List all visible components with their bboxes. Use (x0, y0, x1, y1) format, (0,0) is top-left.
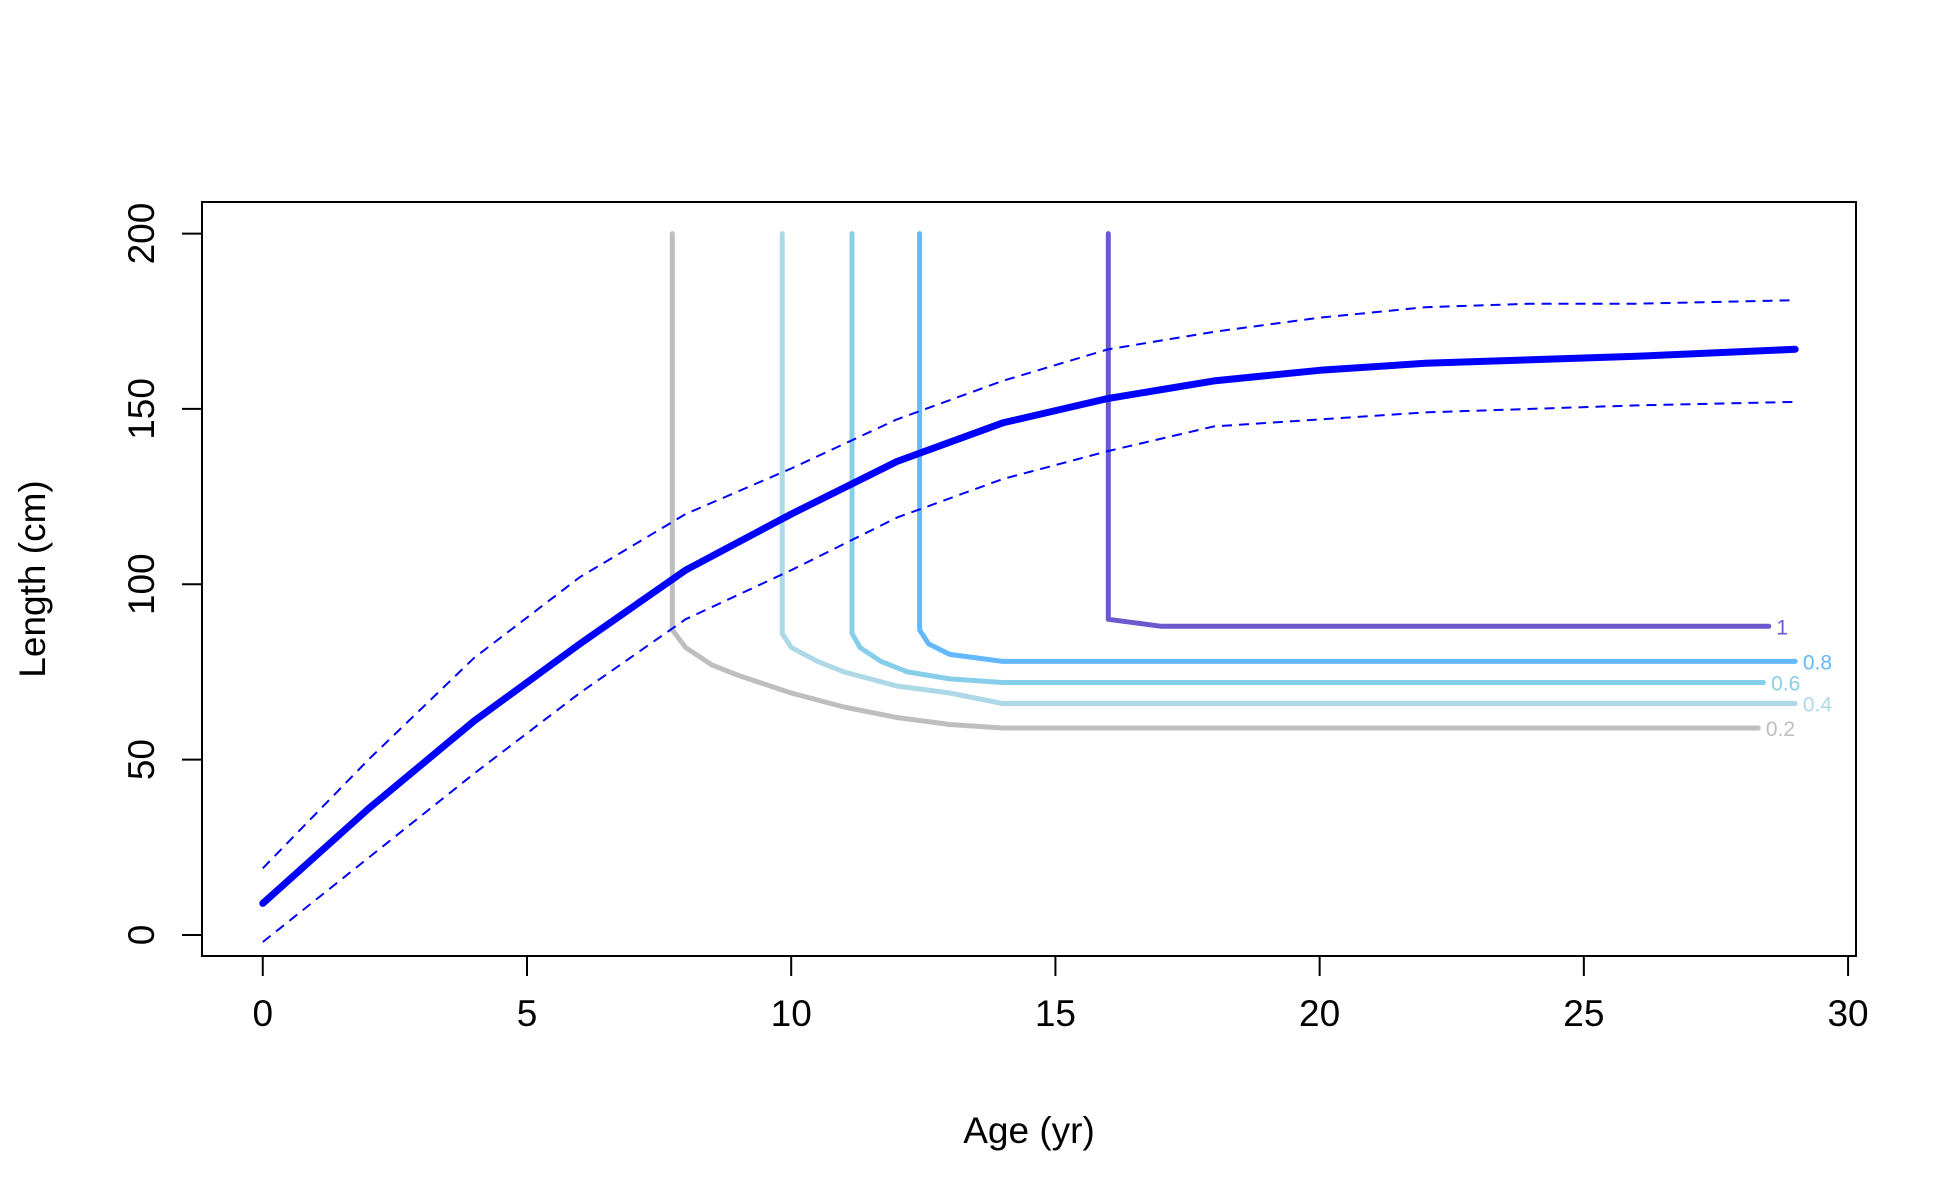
x-tick-label: 15 (1035, 993, 1076, 1034)
x-tick-label: 25 (1563, 993, 1604, 1034)
y-tick-label: 100 (121, 553, 162, 615)
contour-label: 1 (1776, 616, 1788, 639)
upper-bound-line (262, 299, 1796, 869)
contour-line (669, 231, 1761, 731)
y-axis: 0 50 100 150 200 (121, 203, 203, 946)
x-tick-label: 20 (1299, 993, 1340, 1034)
contour-line (849, 231, 1766, 685)
contour-line (917, 231, 1798, 664)
y-tick-label: 150 (121, 378, 162, 440)
x-axis-title: Age (yr) (963, 1110, 1095, 1151)
y-tick-label: 0 (121, 925, 162, 946)
lower-bound-line (262, 400, 1796, 943)
y-tick-label: 50 (121, 739, 162, 780)
plot-frame (201, 201, 1857, 957)
x-tick-label: 30 (1827, 993, 1868, 1034)
contour-label: 0.4 (1803, 693, 1833, 716)
contour-line (779, 231, 1798, 706)
contour-label: 0.8 (1803, 651, 1832, 674)
x-tick-label: 5 (517, 993, 538, 1034)
contour-label: 0.2 (1766, 718, 1795, 741)
plot-series: 0.2 0.40.60.8 1 (259, 231, 1833, 943)
y-axis-title: Length (cm) (12, 480, 53, 677)
mean-growth-line (259, 345, 1799, 907)
y-tick-label: 200 (121, 203, 162, 265)
x-tick-label: 10 (771, 993, 812, 1034)
contour-line (1105, 231, 1772, 629)
contour-label: 0.6 (1771, 672, 1800, 695)
x-tick-label: 0 (252, 993, 273, 1034)
x-axis: 0 5 10 15 20 25 30 (252, 955, 1869, 1034)
